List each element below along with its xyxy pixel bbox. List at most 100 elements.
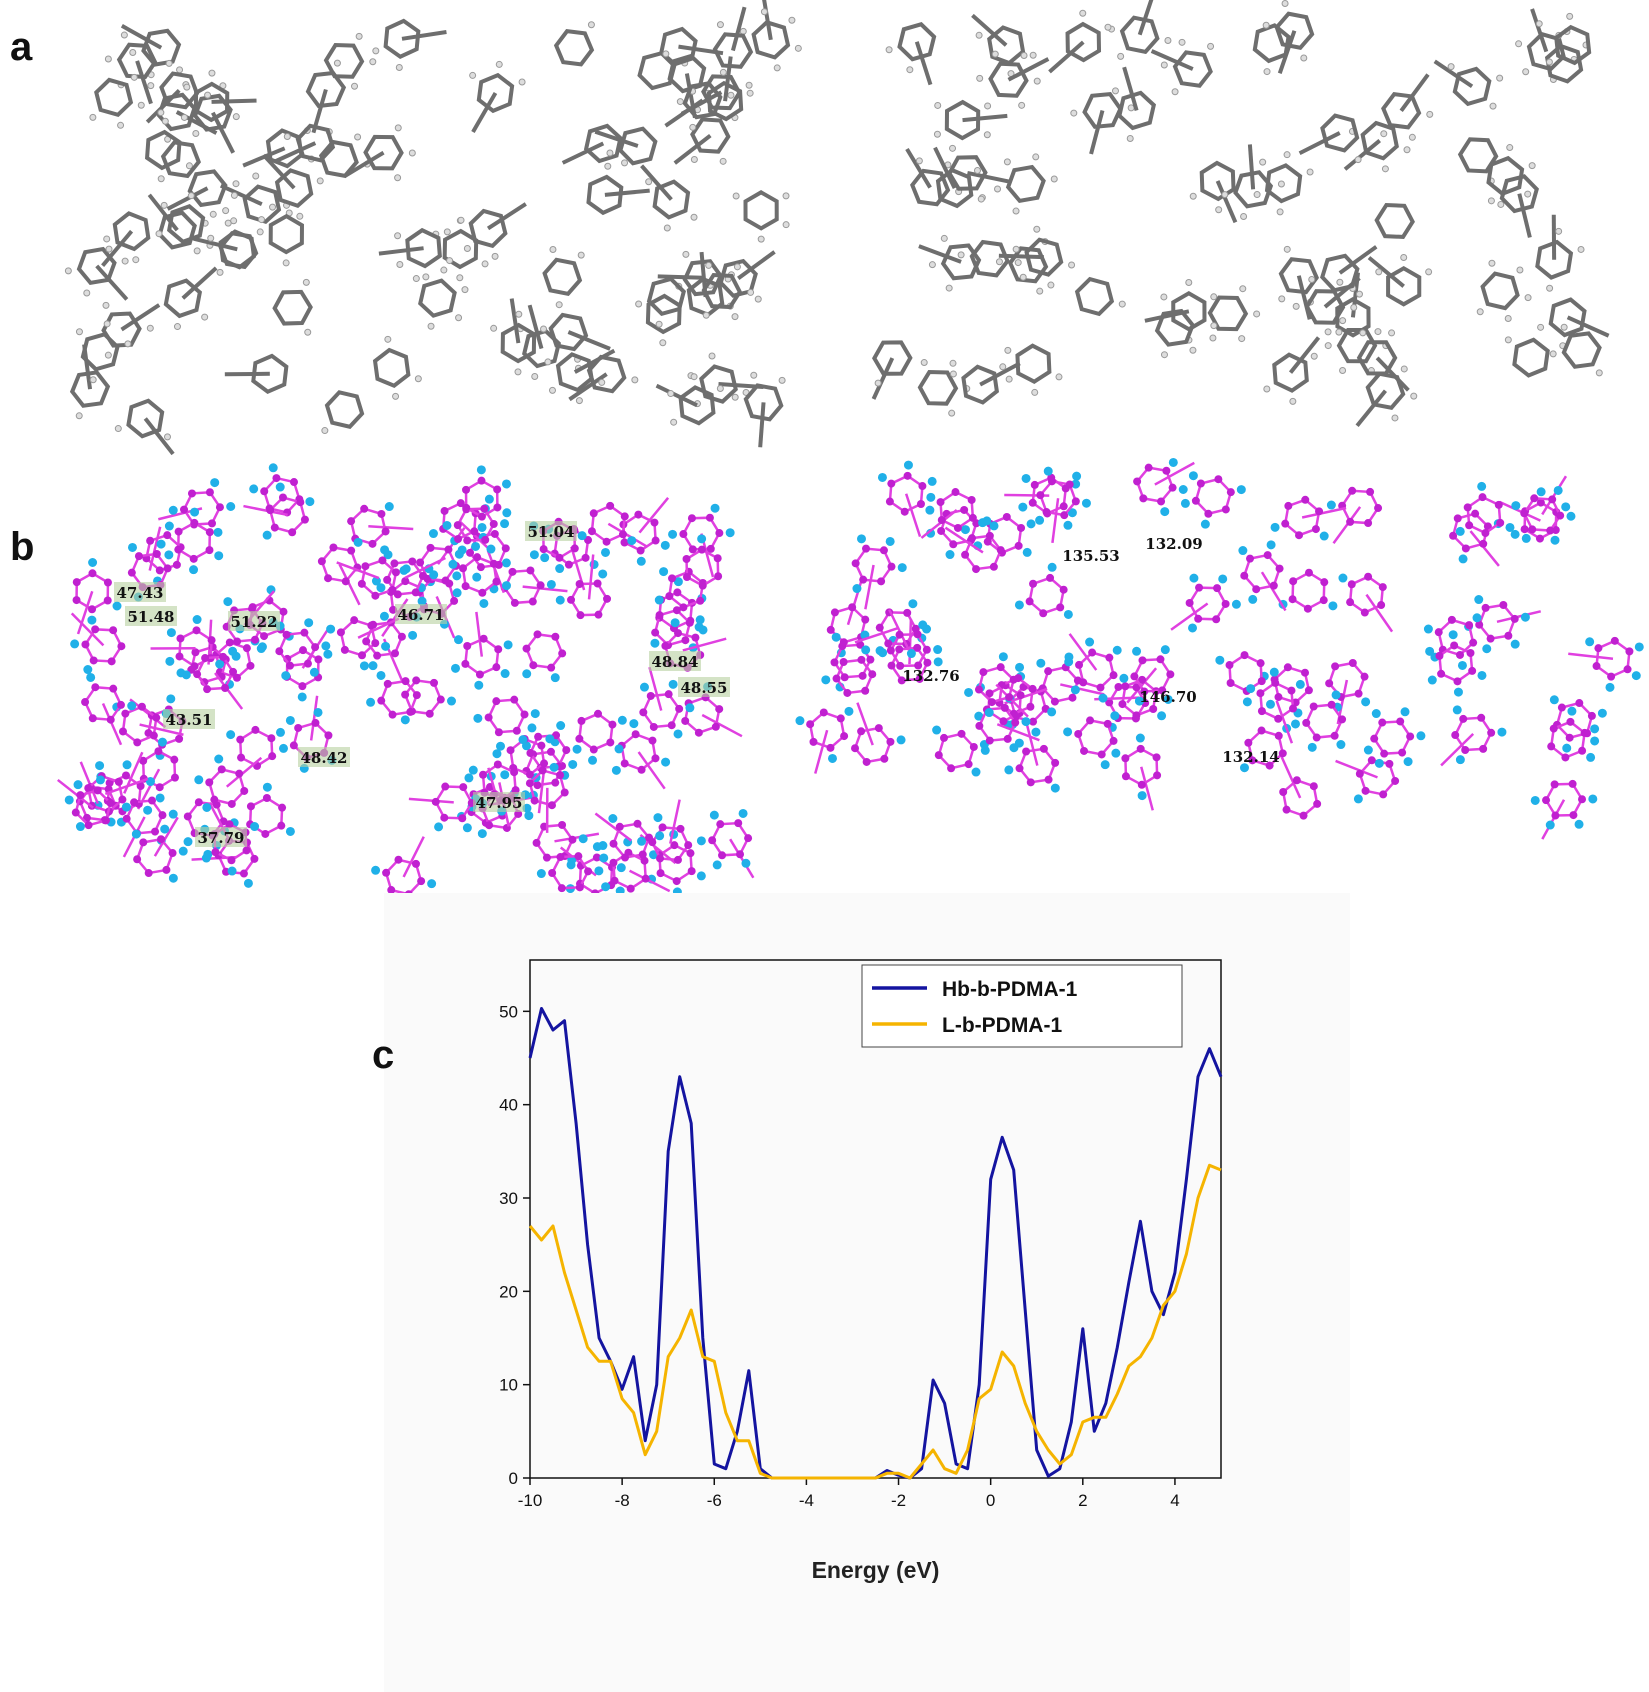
- atom: [575, 579, 584, 588]
- atom: [390, 649, 399, 658]
- atom: [679, 603, 688, 612]
- bond: [458, 520, 494, 553]
- annotation: 47.43: [117, 584, 164, 602]
- ring: [163, 278, 203, 319]
- atom: [886, 646, 895, 655]
- ring: [548, 312, 589, 352]
- hydrogen: [354, 133, 362, 141]
- atom: [441, 782, 450, 791]
- hydrogen: [1505, 522, 1515, 532]
- ring: [159, 71, 200, 110]
- hydrogen: [1515, 40, 1523, 48]
- hydrogen: [501, 479, 511, 489]
- bond: [344, 150, 385, 178]
- hydrogen: [473, 713, 483, 723]
- atom: [1136, 744, 1145, 753]
- atom: [1050, 697, 1059, 706]
- hydrogen: [1504, 314, 1512, 322]
- ring: [75, 571, 110, 611]
- atom: [1546, 526, 1555, 535]
- atom: [1282, 805, 1291, 814]
- atom: [210, 795, 219, 804]
- atom: [668, 574, 677, 583]
- hydrogen: [1012, 207, 1020, 215]
- atom: [501, 544, 510, 553]
- bond: [1335, 759, 1378, 779]
- hydrogen: [1524, 294, 1532, 302]
- atom: [1168, 483, 1177, 492]
- atom: [1096, 683, 1105, 692]
- bond: [1048, 40, 1085, 74]
- hydrogen: [598, 841, 608, 851]
- atom: [1434, 628, 1443, 637]
- hydrogen: [495, 60, 503, 68]
- hydrogen: [1126, 135, 1134, 143]
- hydrogen: [160, 824, 170, 834]
- atom: [914, 661, 923, 670]
- atom: [556, 853, 565, 862]
- atom: [1156, 655, 1165, 664]
- atom: [1144, 463, 1153, 472]
- hydrogen: [908, 599, 918, 609]
- hydrogen: [262, 530, 272, 540]
- hydrogen: [925, 505, 935, 515]
- atom: [985, 531, 994, 540]
- hydrogen: [262, 782, 272, 792]
- atom: [560, 788, 569, 797]
- hydrogen: [457, 545, 467, 555]
- atom: [1257, 677, 1266, 686]
- atom: [974, 685, 983, 694]
- atom: [640, 856, 649, 865]
- hydrogen: [637, 836, 647, 846]
- bond: [1275, 700, 1294, 744]
- atom: [454, 535, 463, 544]
- atom: [406, 707, 415, 716]
- atom: [146, 536, 155, 545]
- bond: [224, 371, 270, 377]
- atom: [347, 517, 356, 526]
- atom: [172, 560, 181, 569]
- atom: [634, 510, 643, 519]
- atom: [567, 595, 576, 604]
- bond: [527, 304, 544, 350]
- bond: [554, 832, 600, 843]
- hydrogen: [1047, 281, 1055, 289]
- atom: [383, 575, 392, 584]
- atom: [1000, 703, 1009, 712]
- hydrogen: [380, 545, 390, 555]
- bond: [561, 141, 605, 165]
- atom: [1385, 759, 1394, 768]
- atom: [856, 640, 865, 649]
- hydrogen: [1112, 645, 1122, 655]
- hydrogen: [222, 207, 230, 215]
- ring: [1065, 21, 1102, 63]
- atom: [538, 766, 547, 775]
- ring: [1274, 11, 1315, 50]
- hydrogen: [514, 368, 522, 376]
- atom: [972, 565, 981, 574]
- atom: [242, 846, 251, 855]
- hydrogen: [518, 78, 526, 86]
- atom: [490, 529, 499, 538]
- hydrogen: [1035, 515, 1045, 525]
- ring: [1171, 290, 1207, 332]
- atom: [300, 515, 309, 524]
- hydrogen: [313, 707, 323, 717]
- atom: [493, 485, 502, 494]
- atom: [1079, 678, 1088, 687]
- hydrogen: [1117, 52, 1125, 60]
- atom: [232, 673, 241, 682]
- atom: [371, 591, 380, 600]
- ring: [935, 167, 974, 209]
- atom: [547, 801, 556, 810]
- atom: [564, 560, 573, 569]
- ring: [442, 228, 479, 270]
- ring: [323, 43, 365, 79]
- hydrogen: [1516, 266, 1524, 274]
- atom: [1520, 509, 1529, 518]
- atom: [1565, 733, 1574, 742]
- hydrogen: [95, 775, 105, 785]
- hydrogen: [754, 295, 762, 303]
- atom: [1026, 702, 1035, 711]
- atom: [1295, 531, 1304, 540]
